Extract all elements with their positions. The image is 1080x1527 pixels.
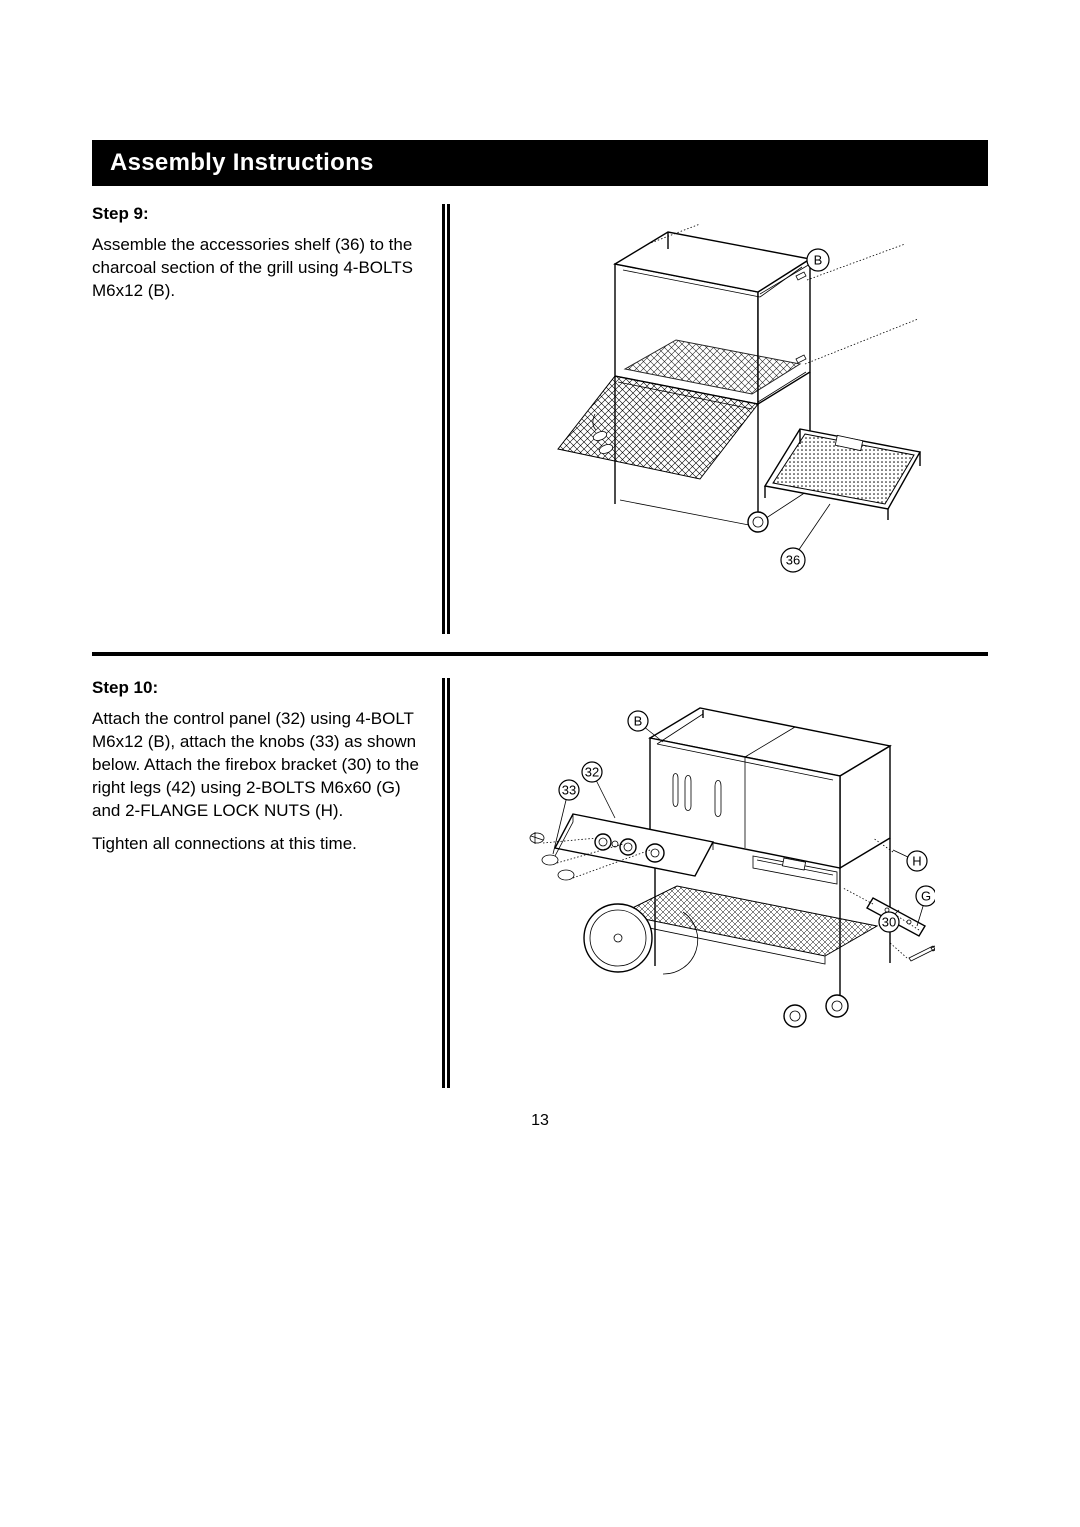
callout-B-label: B bbox=[814, 253, 823, 268]
step-9-title: Step 9: bbox=[92, 204, 442, 224]
page: Assembly Instructions Step 9: Assemble t… bbox=[0, 0, 1080, 1190]
accessory-shelf bbox=[765, 429, 920, 520]
step-9-body: Assemble the accessories shelf (36) to t… bbox=[92, 234, 422, 303]
callout-H: H bbox=[893, 850, 927, 871]
callout-B-2: B bbox=[628, 711, 663, 742]
step-9-text: Assemble the accessories shelf (36) to t… bbox=[92, 234, 422, 303]
callout-36: 36 bbox=[781, 504, 830, 572]
callout-H-label: H bbox=[912, 854, 921, 869]
section-header-text: Assembly Instructions bbox=[110, 149, 374, 177]
callout-B2-label: B bbox=[634, 714, 643, 729]
horizontal-divider bbox=[92, 652, 988, 656]
step-10-title: Step 10: bbox=[92, 678, 442, 698]
step-10-text-2: Tighten all connections at this time. bbox=[92, 833, 422, 856]
step-10-body: Attach the control panel (32) using 4-BO… bbox=[92, 708, 422, 856]
callout-32-label: 32 bbox=[585, 765, 599, 780]
grill-cart bbox=[584, 708, 890, 1027]
step-10-diagram-container: B 32 33 H bbox=[442, 678, 988, 1048]
step-10: Step 10: Attach the control panel (32) u… bbox=[92, 678, 988, 1088]
callout-32: 32 bbox=[582, 762, 615, 818]
bolt-g bbox=[889, 942, 935, 961]
callout-G-label: G bbox=[921, 889, 931, 904]
callout-G: G bbox=[916, 886, 935, 926]
callout-33-label: 33 bbox=[562, 783, 576, 798]
step-9-diagram-container: B 36 bbox=[442, 204, 988, 604]
step-9: Step 9: Assemble the accessories shelf (… bbox=[92, 204, 988, 634]
step-9-diagram: B 36 bbox=[500, 204, 930, 604]
step-10-diagram: B 32 33 H bbox=[495, 678, 935, 1048]
callout-30-label: 30 bbox=[882, 915, 896, 930]
section-header: Assembly Instructions bbox=[92, 140, 988, 186]
page-number: 13 bbox=[92, 1112, 988, 1130]
step-10-text-1: Attach the control panel (32) using 4-BO… bbox=[92, 708, 422, 823]
callout-36-label: 36 bbox=[786, 553, 800, 568]
